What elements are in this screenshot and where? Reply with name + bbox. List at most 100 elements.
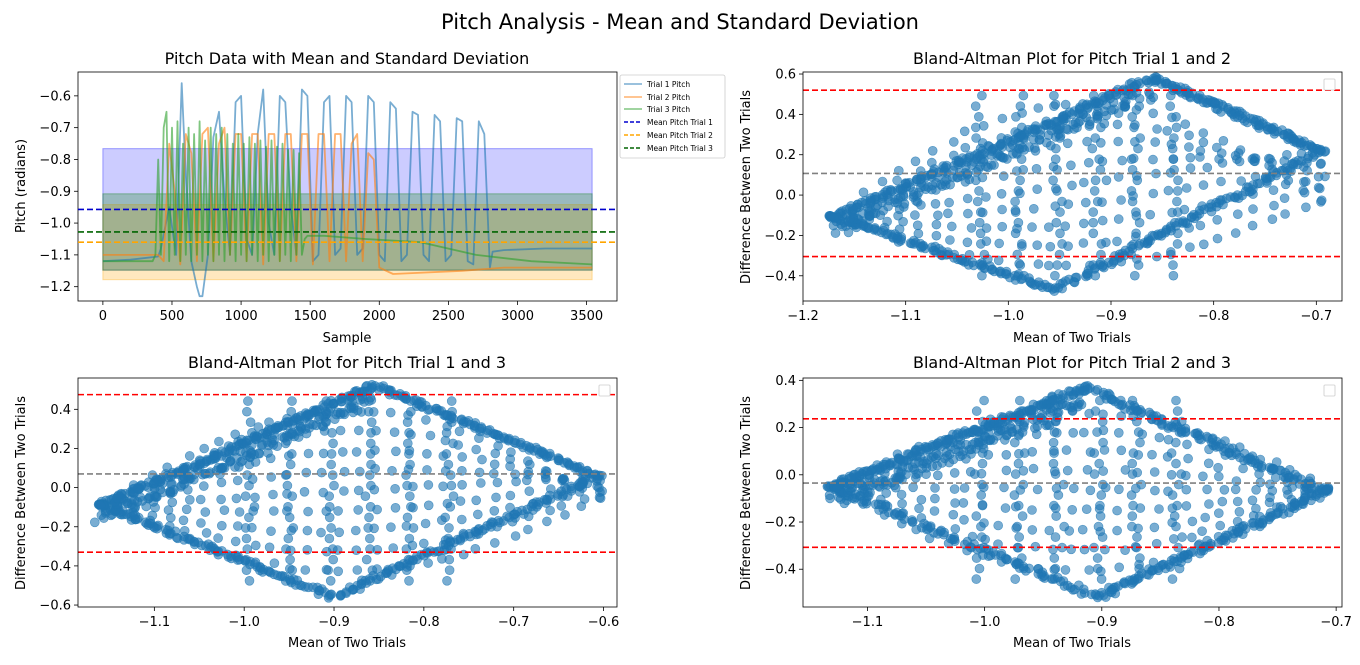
scatter-point bbox=[147, 470, 158, 480]
scatter-point bbox=[389, 427, 400, 438]
scatter-point bbox=[448, 438, 458, 449]
y-axis-label: Pitch (radians) bbox=[14, 139, 29, 233]
scatter-point bbox=[326, 459, 337, 470]
scatter-point bbox=[979, 249, 990, 260]
scatter-point bbox=[1126, 249, 1136, 260]
legend: Trial 1 Pitch Trial 2 Pitch Trial 3 Pitc… bbox=[619, 74, 726, 159]
scatter-point bbox=[333, 566, 344, 577]
scatter-point bbox=[997, 152, 1008, 163]
scatter-point bbox=[1033, 563, 1043, 574]
x-tick-label: −0.9 bbox=[1095, 309, 1127, 324]
scatter-point bbox=[1162, 126, 1172, 136]
scatter-point bbox=[477, 454, 487, 465]
scatter-point bbox=[1096, 490, 1107, 500]
scatter-point bbox=[1112, 525, 1122, 536]
scatter-point bbox=[973, 112, 984, 122]
scatter-point bbox=[443, 533, 454, 544]
scatter-point bbox=[948, 150, 959, 161]
scatter-point bbox=[831, 483, 842, 493]
scatter-point bbox=[1017, 511, 1028, 521]
scatter-point bbox=[366, 480, 376, 491]
scatter-point bbox=[301, 467, 312, 478]
scatter-point bbox=[492, 521, 502, 532]
scatter-point bbox=[966, 223, 977, 233]
scatter-point bbox=[1166, 90, 1176, 101]
legend-entry-trial-2: Trial 2 Pitch bbox=[646, 93, 690, 102]
scatter-point bbox=[213, 546, 223, 557]
scatter-point bbox=[523, 524, 533, 535]
scatter-point bbox=[959, 126, 970, 137]
scatter-point bbox=[216, 451, 227, 461]
scatter-point bbox=[932, 460, 942, 471]
scatter-point bbox=[268, 489, 278, 500]
scatter-point bbox=[996, 133, 1007, 143]
scatter-point bbox=[1051, 122, 1062, 133]
scatter-point bbox=[897, 498, 907, 509]
scatter-point bbox=[1010, 196, 1020, 207]
scatter-point bbox=[945, 235, 955, 245]
scatter-point bbox=[846, 201, 856, 211]
scatter-point bbox=[1095, 395, 1105, 406]
scatter-point bbox=[1133, 77, 1144, 87]
scatter-point bbox=[960, 142, 971, 153]
scatter-point bbox=[1085, 485, 1096, 496]
scatter-point bbox=[1203, 458, 1214, 469]
scatter-point bbox=[916, 200, 926, 210]
scatter-point bbox=[946, 221, 957, 232]
scatter-point bbox=[164, 521, 175, 531]
scatter-point bbox=[977, 270, 987, 281]
scatter-point bbox=[364, 470, 375, 480]
scatter-point bbox=[284, 512, 295, 523]
scatter-point bbox=[1248, 204, 1258, 214]
scatter-point bbox=[976, 532, 987, 542]
scatter-point bbox=[471, 495, 482, 506]
scatter-point bbox=[882, 501, 893, 512]
scatter-point bbox=[1027, 222, 1037, 232]
scatter-point bbox=[1034, 135, 1045, 145]
y-tick-label: 0.0 bbox=[50, 481, 71, 496]
scatter-point bbox=[1057, 196, 1067, 207]
scatter-point bbox=[458, 530, 469, 540]
scatter-point bbox=[1216, 107, 1226, 117]
scatter-point bbox=[1270, 472, 1281, 483]
scatter-point bbox=[1033, 259, 1044, 269]
scatter-point bbox=[846, 472, 857, 483]
scatter-point bbox=[404, 533, 415, 544]
scatter-point bbox=[1166, 249, 1176, 260]
scatter-point bbox=[1088, 260, 1098, 270]
scatter-point bbox=[960, 426, 970, 436]
scatter-point bbox=[931, 449, 942, 459]
scatter-point bbox=[1044, 260, 1054, 271]
scatter-point bbox=[300, 565, 311, 575]
scatter-point bbox=[286, 449, 297, 459]
scatter-point bbox=[1283, 175, 1294, 186]
scatter-point bbox=[996, 548, 1007, 559]
scatter-point bbox=[926, 157, 937, 168]
scatter-point bbox=[405, 396, 416, 406]
scatter-point bbox=[1050, 532, 1061, 542]
scatter-point bbox=[316, 467, 327, 478]
scatter-point bbox=[930, 493, 940, 504]
scatter-point bbox=[1049, 448, 1059, 458]
scatter-point bbox=[1301, 202, 1311, 213]
scatter-point bbox=[128, 480, 139, 490]
panel-title: Pitch Data with Mean and Standard Deviat… bbox=[165, 49, 530, 68]
scatter-point bbox=[1066, 544, 1076, 555]
scatter-point bbox=[1078, 99, 1088, 109]
scatter-point bbox=[1116, 195, 1126, 205]
scatter-point bbox=[961, 453, 971, 464]
pitch-lines bbox=[102, 82, 593, 298]
scatter-point bbox=[388, 543, 399, 553]
scatter-point bbox=[1181, 183, 1192, 193]
scatter-point bbox=[1233, 526, 1244, 537]
scatter-point bbox=[269, 558, 280, 569]
scatter-point bbox=[1081, 504, 1092, 515]
scatter-point bbox=[1068, 119, 1078, 130]
scatter-point bbox=[423, 405, 433, 415]
scatter-point bbox=[1084, 119, 1095, 130]
scatter-point bbox=[1136, 479, 1147, 490]
scatter-point bbox=[981, 192, 991, 202]
scatter-point bbox=[178, 474, 188, 485]
x-tick-label: −0.8 bbox=[1203, 615, 1235, 630]
x-axis-label: Mean of Two Trials bbox=[1013, 636, 1131, 651]
